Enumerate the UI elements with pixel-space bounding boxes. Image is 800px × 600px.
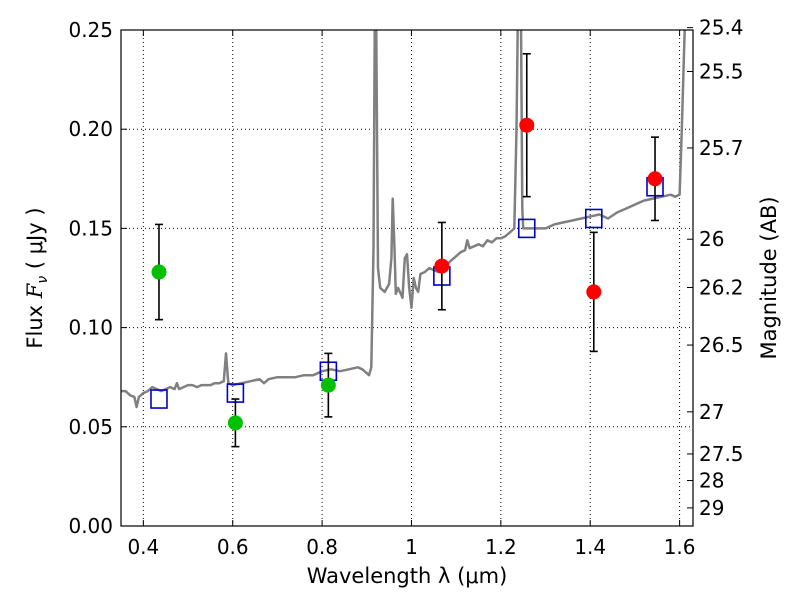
x-tick-label: 1.6	[664, 535, 696, 559]
grid	[121, 29, 693, 527]
mag-tick-label: 26.2	[699, 275, 744, 299]
y2-axis-title: Magnitude (AB)	[757, 196, 781, 359]
y-axis-title-symbol: F	[23, 282, 47, 299]
data-points	[150, 53, 664, 448]
y-tick-label: 0.15	[68, 216, 113, 240]
model-spectrum	[121, 30, 686, 409]
y-axis-title: Flux Fν ( μJy )	[23, 207, 51, 348]
y-tick-label: 0.10	[68, 316, 113, 340]
axis-ticks	[121, 27, 693, 527]
y-tick-label: 0.25	[68, 18, 113, 42]
tick-labels: 0.4 0.6 0.8 1 1.2 1.4 1.6 0.00 0.05 0.10 0.15 0.20 0…	[68, 16, 743, 559]
x-tick-label: 0.4	[127, 535, 159, 559]
photometry-point	[320, 377, 336, 393]
x-tick-label: 0.6	[217, 535, 249, 559]
y-tick-label: 0.20	[68, 117, 113, 141]
photometry-point	[519, 117, 535, 133]
x-tick-label: 1	[405, 535, 418, 559]
y-axis-title-suffix: ( μJy )	[23, 207, 47, 275]
photometry-point	[227, 415, 243, 431]
photometry-point	[434, 258, 450, 274]
mag-tick-label: 29	[699, 496, 724, 520]
model-band-square	[584, 208, 603, 229]
mag-tick-label: 27.5	[699, 442, 744, 466]
model-spectrum-line	[121, 30, 686, 409]
y-axis-title-prefix: Flux	[23, 298, 47, 348]
photometry-point	[151, 264, 167, 280]
model-band-square	[150, 389, 168, 409]
x-axis-title: Wavelength λ (μm)	[307, 564, 508, 588]
mag-tick-label: 27	[699, 400, 724, 424]
y-axis-title-subscript: ν	[35, 276, 51, 284]
mag-tick-label: 26.5	[699, 333, 744, 357]
mag-tick-label: 26	[699, 227, 724, 251]
mag-tick-label: 28	[699, 469, 724, 493]
photometry-point	[647, 171, 663, 187]
x-tick-label: 1.4	[574, 535, 606, 559]
x-tick-label: 1.2	[485, 535, 517, 559]
plot-frame	[120, 29, 694, 527]
y-tick-label: 0.05	[68, 415, 113, 439]
mag-tick-label: 25.5	[699, 59, 744, 83]
photometry-point	[586, 284, 602, 300]
model-band-square	[517, 218, 536, 239]
x-tick-label: 0.8	[306, 535, 338, 559]
mag-tick-label: 25.7	[699, 136, 744, 160]
y-tick-label: 0.00	[68, 514, 113, 538]
mag-tick-label: 25.4	[699, 16, 744, 40]
